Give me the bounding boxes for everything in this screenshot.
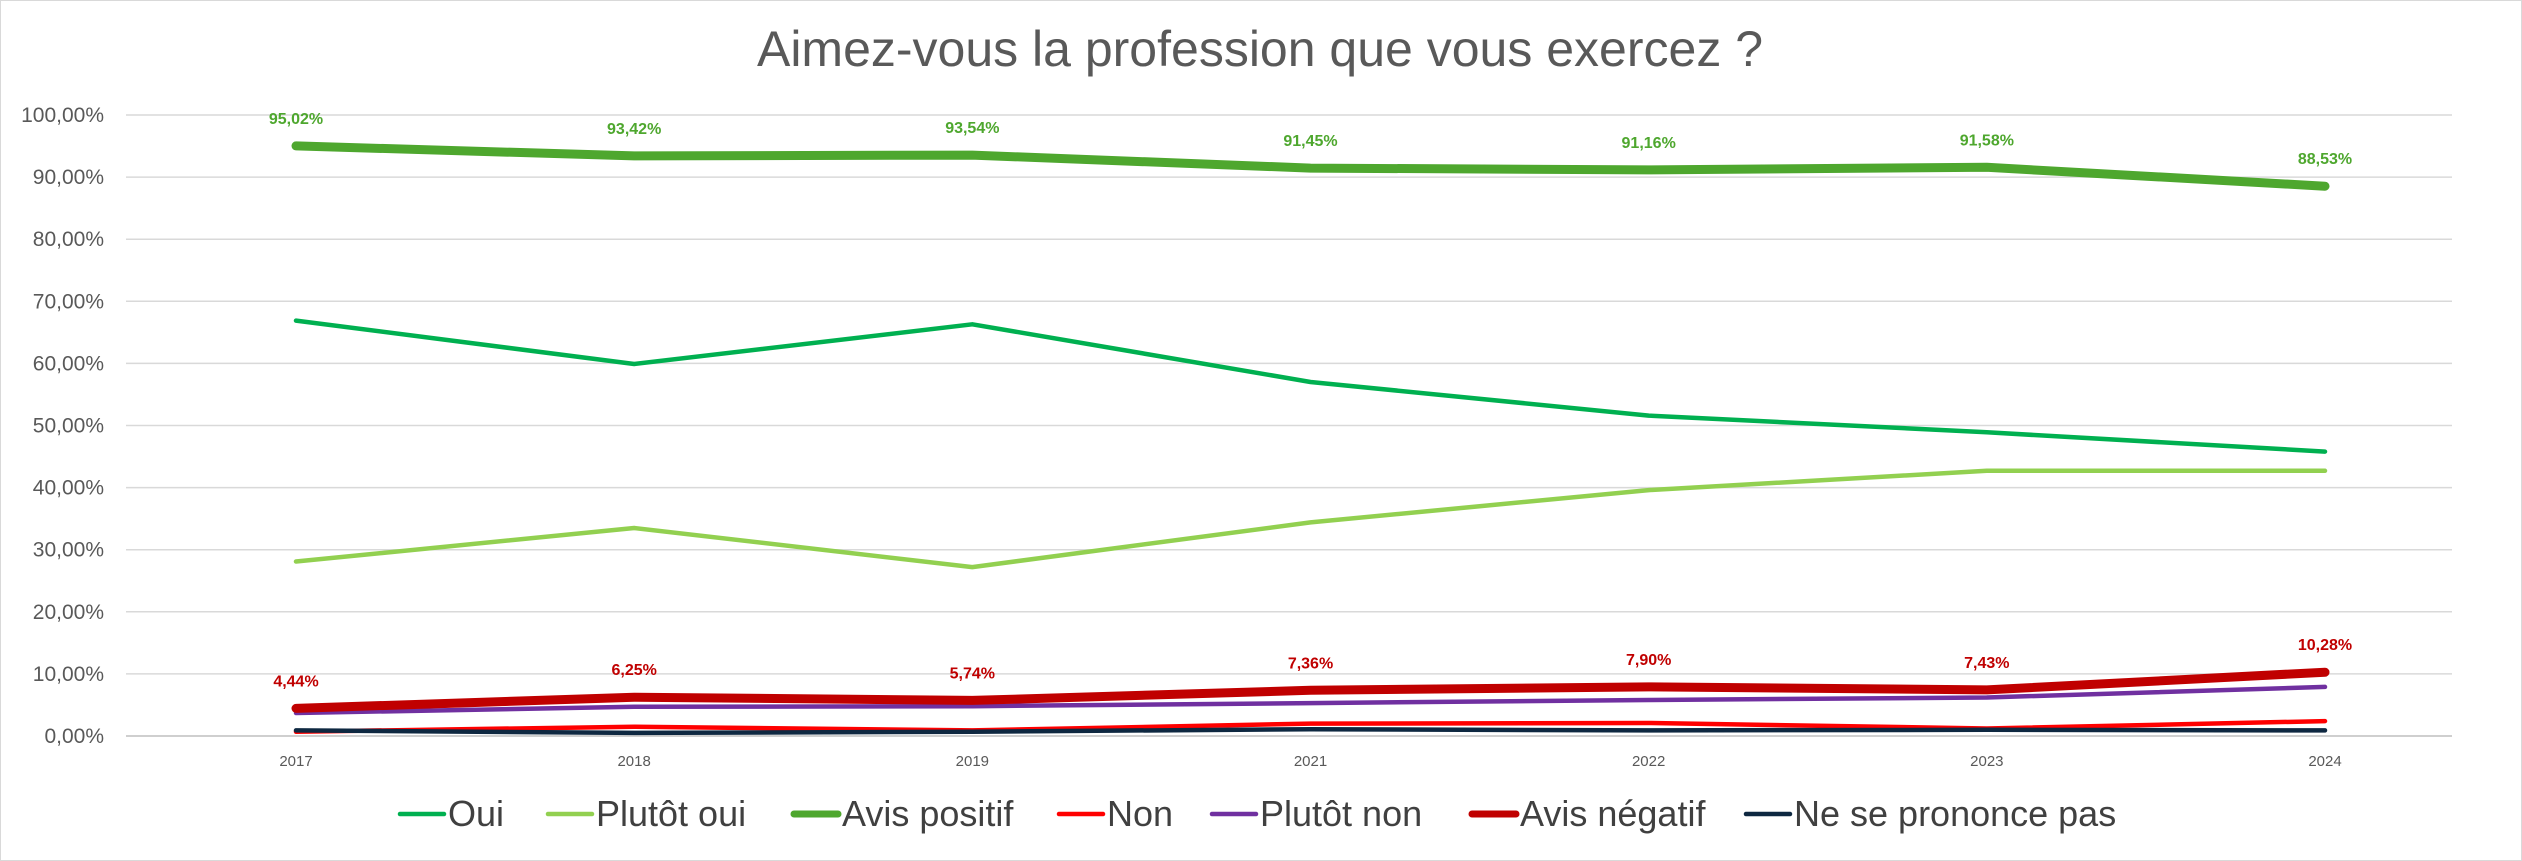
x-tick-label: 2018 bbox=[617, 753, 650, 770]
data-label: 7,90% bbox=[1626, 652, 1671, 669]
series-line-plut-t-non bbox=[293, 684, 2328, 716]
y-tick-label: 20,00% bbox=[33, 601, 104, 624]
data-label: 88,53% bbox=[2298, 151, 2352, 168]
legend-entry: Ne se prononce pas bbox=[1794, 793, 2116, 834]
legend-entry: Oui bbox=[448, 793, 504, 834]
data-label: 5,74% bbox=[950, 665, 995, 682]
y-tick-label: 70,00% bbox=[33, 290, 104, 313]
x-tick-label: 2021 bbox=[1294, 753, 1327, 770]
legend: Oui Plutôt oui Avis positif Non Plutôt non Av… bbox=[397, 793, 2116, 834]
y-tick-label: 30,00% bbox=[33, 539, 104, 562]
y-tick-label: 60,00% bbox=[33, 352, 104, 375]
gridlines bbox=[126, 114, 2452, 737]
series-lines bbox=[291, 141, 2330, 736]
data-label: 95,02% bbox=[269, 111, 323, 128]
y-tick-label: 80,00% bbox=[33, 228, 104, 251]
series-line-avis-n-gatif bbox=[291, 667, 2330, 713]
data-label: 93,42% bbox=[607, 121, 661, 138]
data-label: 7,43% bbox=[1964, 655, 2009, 672]
x-tick-label: 2024 bbox=[2308, 753, 2341, 770]
y-tick-label: 0,00% bbox=[44, 725, 104, 748]
data-label: 93,54% bbox=[945, 120, 999, 137]
series-line-avis-positif bbox=[291, 141, 2330, 191]
legend-entry: Non bbox=[1107, 793, 1173, 834]
legend-entry: Avis positif bbox=[842, 793, 1014, 834]
data-label: 7,36% bbox=[1288, 655, 1333, 672]
data-label: 10,28% bbox=[2298, 637, 2352, 654]
y-tick-label: 90,00% bbox=[33, 166, 104, 189]
legend-entry: Avis négatif bbox=[1520, 793, 1706, 834]
chart-title: Aimez-vous la profession que vous exerce… bbox=[756, 21, 1764, 77]
x-tick-label: 2019 bbox=[956, 753, 989, 770]
data-label: 91,16% bbox=[1622, 135, 1676, 152]
y-tick-label: 100,00% bbox=[21, 104, 104, 127]
series-line-plut-t-oui bbox=[293, 468, 2328, 570]
series-line-ne-se-prononce-pas bbox=[293, 726, 2328, 736]
legend-entry: Plutôt oui bbox=[596, 793, 746, 834]
data-labels: 95,02% 93,42% 93,54% 91,45% 91,16% 91,58% 88,5… bbox=[269, 111, 2352, 691]
data-label: 6,25% bbox=[611, 662, 656, 679]
x-tick-label: 2022 bbox=[1632, 753, 1665, 770]
legend-entry: Plutôt non bbox=[1260, 793, 1422, 834]
x-tick-label: 2023 bbox=[1970, 753, 2003, 770]
y-tick-label: 40,00% bbox=[33, 477, 104, 500]
x-tick-label: 2017 bbox=[279, 753, 312, 770]
data-label: 4,44% bbox=[273, 673, 318, 690]
series-line-oui bbox=[293, 318, 2328, 454]
data-label: 91,58% bbox=[1960, 132, 2014, 149]
y-tick-label: 10,00% bbox=[33, 663, 104, 686]
data-label: 91,45% bbox=[1283, 133, 1337, 150]
y-tick-label: 50,00% bbox=[33, 415, 104, 438]
axis-labels: 0,00% 10,00% 20,00% 30,00% 40,00% 50,00% 60,00… bbox=[21, 104, 2342, 770]
